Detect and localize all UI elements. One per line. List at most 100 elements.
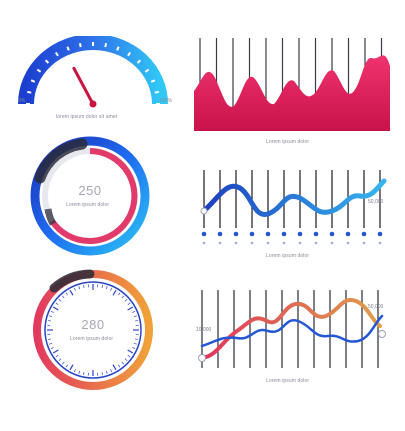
ring-one-outer bbox=[30, 136, 150, 256]
wave-chart-dot bbox=[265, 231, 271, 237]
speedometer-tick bbox=[44, 59, 50, 64]
ring-two-tick bbox=[117, 292, 121, 296]
ring-two-tick bbox=[127, 349, 134, 354]
wave-chart-caption: Lorem ipsum dolor bbox=[266, 253, 310, 259]
ring-two-tick bbox=[127, 354, 131, 358]
speedometer-tick bbox=[66, 46, 70, 51]
dual-wave-end-point bbox=[378, 330, 386, 338]
ring-two-caption: Lorem ipsum dolor bbox=[70, 336, 114, 342]
ring-two-tick bbox=[117, 364, 121, 368]
ring-two-tick bbox=[112, 364, 117, 371]
ring-two-tick bbox=[132, 310, 136, 313]
speedometer-tick bbox=[78, 42, 82, 48]
speedometer-tick bbox=[136, 59, 142, 64]
wave-chart-dot-small bbox=[266, 241, 270, 245]
ring-two-tick bbox=[69, 364, 74, 371]
ring-two-tick bbox=[47, 320, 52, 322]
ring-two-tick bbox=[47, 338, 52, 340]
ring-two-tick bbox=[134, 320, 139, 322]
wave-chart-end-label: 50,000 bbox=[368, 199, 384, 205]
ring-two-tick bbox=[58, 358, 62, 362]
speedometer-widget: 0% 100% lorem ipsum dolor sit amet bbox=[8, 34, 178, 126]
dual-wave-chart-caption: Lorem ipsum dolor bbox=[266, 378, 310, 384]
wave-chart: 50,000 bbox=[200, 170, 387, 245]
ring-two-tick bbox=[61, 361, 65, 365]
ring-two-tick bbox=[49, 342, 53, 345]
ring-two-tick bbox=[110, 369, 113, 373]
speedometer-tick bbox=[30, 79, 36, 83]
ring-two-tick bbox=[52, 306, 59, 311]
ring-two-inner-ring bbox=[44, 281, 142, 379]
speedometer-tick bbox=[150, 79, 156, 83]
speedometer-tick bbox=[54, 51, 59, 57]
wave-chart-dot bbox=[361, 231, 367, 237]
ring-two-tick bbox=[127, 302, 131, 306]
wave-chart-line bbox=[201, 178, 387, 217]
wave-chart-dot bbox=[329, 231, 335, 237]
ring-two-tick bbox=[50, 347, 54, 350]
speedometer-tick bbox=[36, 68, 42, 73]
ring-two-tick bbox=[124, 358, 128, 362]
wave-chart-start-point bbox=[200, 207, 208, 215]
speedometer-hub bbox=[89, 100, 97, 108]
speedometer-caption: lorem ipsum dolor sit amet bbox=[56, 114, 118, 120]
ring-two-tick bbox=[121, 295, 125, 299]
ring-one-caption: Lorem ipsum dolor bbox=[66, 202, 110, 208]
ring-two-tick bbox=[55, 354, 59, 358]
wave-chart-dot-small bbox=[234, 241, 238, 245]
area-chart bbox=[194, 38, 390, 131]
wave-chart-dot bbox=[217, 231, 223, 237]
wave-chart-dot bbox=[313, 231, 319, 237]
wave-chart-dot bbox=[249, 231, 255, 237]
dual-wave-chart-widget: 10,000 50,000 Lorem ipsum dolor bbox=[192, 286, 392, 391]
area-chart-widget: Lorem ipsum dolor bbox=[192, 36, 392, 146]
speedometer-tick bbox=[104, 42, 108, 48]
wave-chart-dot bbox=[377, 231, 383, 237]
ring-gauge-two bbox=[33, 269, 153, 390]
wave-chart-dot-small bbox=[202, 241, 206, 245]
ring-two-tick bbox=[121, 361, 125, 365]
wave-chart-dot-small bbox=[314, 241, 318, 245]
ring-one-inner-arc bbox=[49, 148, 138, 244]
speedometer-needle bbox=[72, 66, 95, 106]
ring-two-tick bbox=[65, 364, 69, 368]
speedometer-min-label: 0% bbox=[18, 98, 26, 104]
ring-two-tick bbox=[78, 286, 81, 290]
dual-wave-chart: 10,000 50,000 bbox=[196, 290, 386, 368]
ring-gauge-one bbox=[30, 136, 150, 256]
speedometer-max-label: 100% bbox=[159, 98, 173, 104]
wave-chart-dot-small bbox=[282, 241, 286, 245]
speedometer-tick bbox=[144, 68, 150, 73]
dual-wave-line-warm bbox=[200, 297, 382, 360]
wave-chart-widget: 50,000 Lorem ipsum dolor bbox=[192, 166, 392, 266]
wave-chart-dot bbox=[345, 231, 351, 237]
ring-gauge-two-widget: 280 Lorem ipsum dolor bbox=[30, 268, 160, 393]
ring-two-tick bbox=[124, 298, 128, 302]
ring-two-tick bbox=[105, 370, 108, 374]
ring-two-tick bbox=[69, 289, 74, 296]
speedometer-tick bbox=[116, 46, 120, 51]
wave-chart-dot-small bbox=[218, 241, 222, 245]
ring-two-tick bbox=[105, 286, 108, 290]
dual-wave-line-blue bbox=[200, 314, 384, 348]
wave-chart-dot bbox=[297, 231, 303, 237]
wave-chart-dot-small bbox=[378, 241, 382, 245]
speedometer-tick bbox=[154, 90, 159, 94]
area-chart-fill bbox=[194, 55, 390, 131]
speedometer-tick bbox=[127, 51, 132, 57]
speedometer-arc bbox=[18, 34, 168, 105]
ring-two-tick bbox=[73, 369, 76, 373]
ring-two-value: 280 bbox=[81, 317, 105, 332]
wave-chart-dot bbox=[201, 231, 207, 237]
ring-two-tick bbox=[83, 371, 85, 376]
ring-two-tick bbox=[133, 342, 137, 345]
ring-two-tick bbox=[78, 370, 81, 374]
dual-wave-start-label: 10,000 bbox=[196, 327, 212, 333]
wave-chart-dot bbox=[233, 231, 239, 237]
ring-two-tick bbox=[132, 347, 136, 350]
ring-one-dark-arc-lower bbox=[44, 208, 57, 226]
ring-two-tick bbox=[133, 315, 137, 318]
ring-one-dark-arc bbox=[34, 138, 88, 184]
ring-two-tick bbox=[101, 371, 103, 376]
speedometer-gauge bbox=[18, 34, 168, 108]
